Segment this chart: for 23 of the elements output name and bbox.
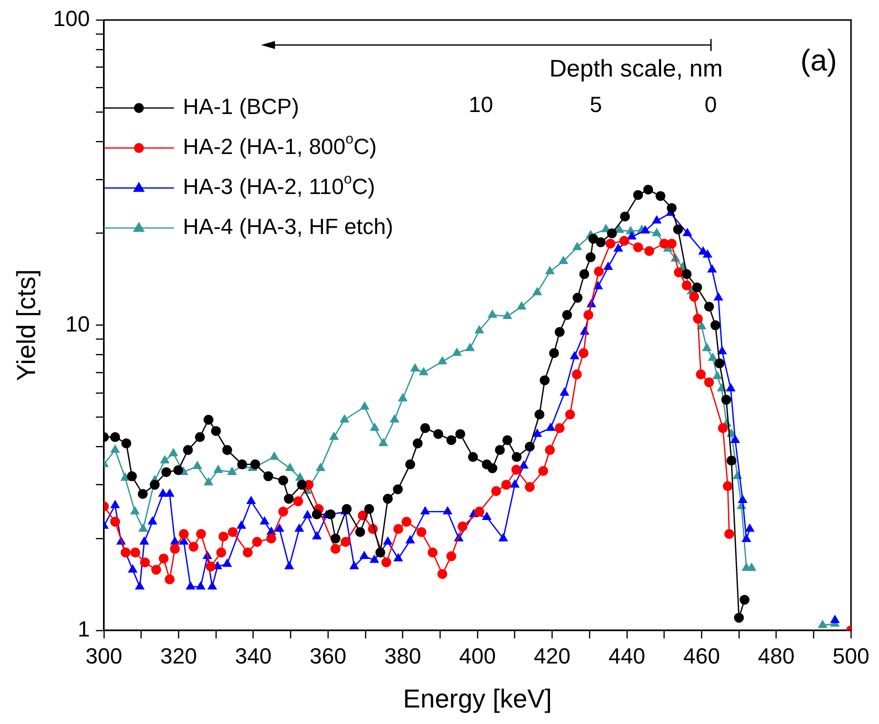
x-axis-title: Energy [keV] [403,684,552,714]
x2-tick-label: 0 [704,92,717,118]
x2-axis-title: Depth scale, nm [549,56,723,83]
x-tick-label: 380 [384,644,422,669]
y-tick-label: 10 [65,311,90,336]
x-tick-label: 300 [86,644,122,669]
x-tick-label: 440 [608,644,646,669]
x-tick-label: 460 [683,644,720,669]
x-tick-label: 480 [758,644,795,669]
legend-label: HA-1 (BCP) [182,94,300,120]
x-tick-label: 400 [459,644,496,669]
legend-label: HA-4 (HA-3, HF etch) [182,214,394,240]
y-tick-label: 100 [53,6,90,32]
x-tick-label: 340 [234,644,272,669]
x2-tick-label: 10 [468,92,494,118]
annotation: (a) [800,44,837,78]
x-tick-label: 420 [534,644,571,669]
x-tick-label: 360 [310,644,346,669]
y-axis-title: Yield [cts] [10,269,41,382]
x-tick-label: 320 [160,644,197,669]
x-tick-label: 500 [832,644,870,669]
x2-tick-label: 5 [590,92,602,118]
y-tick-label: 1 [78,616,90,642]
